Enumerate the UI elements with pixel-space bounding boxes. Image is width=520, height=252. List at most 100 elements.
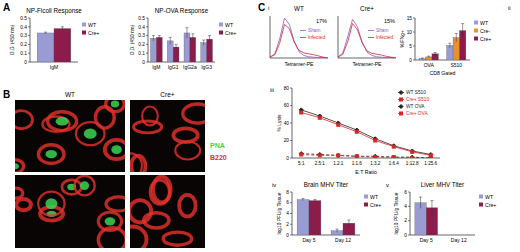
germinal-center (105, 217, 116, 225)
line-chart: WTTetramer-PE17%ShamInfected (270, 5, 328, 67)
y-tick-label: 5 (409, 44, 412, 49)
micrograph-bg (15, 175, 125, 248)
chart-title: Brain MHV Titer (304, 181, 348, 188)
error-bar (336, 229, 339, 232)
marker (392, 155, 396, 158)
germinal-center (80, 181, 89, 190)
follicle (74, 176, 94, 195)
follicle (15, 188, 23, 198)
x-tick-label: 2.5:1 (315, 161, 326, 166)
legend-label: WT (485, 194, 494, 200)
error-bar (169, 37, 172, 44)
y-tick-label: 4 (404, 204, 407, 209)
x-tick-label: 1:25.6 (424, 161, 437, 166)
follicle (175, 141, 200, 159)
micrograph (130, 175, 205, 248)
germinal-center (45, 150, 57, 158)
y-axis-label: % Lysis (276, 114, 282, 132)
y-axis-label: O.D. (450 nm) (130, 24, 135, 55)
bar (54, 29, 71, 62)
y-tick-label: 0.1 (138, 51, 145, 56)
x-tick-label: 1.2:1 (333, 161, 344, 166)
micrograph (15, 100, 125, 172)
subpanel-label: iii (270, 87, 274, 93)
marks (270, 18, 328, 58)
error-bar (302, 198, 305, 200)
follicle (106, 100, 125, 112)
legend-label: WT (370, 194, 379, 200)
marks (299, 108, 433, 158)
marker (399, 91, 403, 95)
y-tick-label: 0 (286, 156, 289, 161)
error-bar (419, 197, 422, 208)
y-axis-label: O.D. (450 nm) (10, 24, 15, 55)
y-tick-label: 20 (284, 138, 290, 143)
marker (355, 155, 358, 158)
y-tick-label: 0 (286, 233, 289, 238)
y-tick-label: 2 (404, 218, 407, 223)
legend-label: Infected (308, 35, 325, 40)
follicle (105, 140, 125, 159)
germinal-center (111, 145, 122, 154)
legend-swatch (219, 31, 223, 35)
legend-label: WT (88, 22, 97, 28)
y-tick-label: 0 (142, 60, 145, 65)
marker (355, 130, 358, 133)
bar-chart: NP-Ficoll Response00.10.20.30.40.5O.D. (… (10, 7, 99, 70)
bar (151, 38, 157, 62)
annotation: 17% (316, 18, 327, 24)
legend-swatch (474, 37, 478, 41)
y-tick-label: 0.1 (20, 51, 27, 56)
y-tick-label: 0.4 (138, 25, 145, 30)
y-axis (292, 192, 293, 235)
marker (429, 157, 432, 159)
legend-swatch (82, 23, 86, 27)
bar (37, 33, 54, 62)
marker (400, 98, 403, 101)
marker (373, 154, 377, 158)
panel-letter: B (3, 89, 10, 100)
error-bar (461, 24, 464, 38)
y-tick-label: 0 (404, 233, 407, 238)
marker (392, 144, 396, 148)
y-axis-label: %IFNg+ (400, 30, 405, 48)
bar (190, 37, 196, 62)
y-axis (410, 192, 411, 235)
legend-line (398, 99, 404, 100)
y-tick-label: 0 (409, 58, 412, 63)
legend-line (398, 113, 404, 114)
follicle (48, 112, 77, 131)
marker (410, 149, 414, 153)
error-bar (191, 34, 194, 41)
series-line (338, 24, 396, 58)
y-axis-label: log10 PFU/g Tissue (277, 192, 282, 234)
bar-chart: Liver MHV Titer0246log10 PFU/g TissueDay… (394, 181, 496, 243)
error-bar (158, 36, 161, 40)
chart-title: NP-OVA Response (155, 7, 209, 15)
figure: ABCiiiiiiivvWTCre+PNAB220NP-Ficoll Respo… (0, 0, 520, 252)
x-tick-label: Day 5 (302, 237, 315, 243)
x-tick-label: Day 12 (335, 237, 351, 243)
x-axis-label: Tetramer-PE (352, 61, 382, 67)
series-line (301, 113, 431, 156)
x-tick-label: S510 (450, 62, 462, 68)
bar (419, 59, 425, 60)
follicle (179, 195, 195, 217)
legend-line (300, 30, 306, 31)
germinal-center (56, 117, 69, 126)
follicle (153, 177, 171, 203)
x-tick-label: OVA (424, 62, 435, 68)
marker (374, 156, 377, 158)
y-tick-label: 2 (286, 222, 289, 227)
follicle (38, 145, 64, 164)
x-tick-label: IgM (50, 64, 58, 70)
y-tick-label: 0.2 (138, 42, 145, 47)
follicle (16, 199, 31, 210)
marker (336, 153, 340, 157)
marker (411, 150, 414, 153)
y-axis (338, 16, 339, 58)
marker (429, 156, 433, 158)
legend-label: WT (480, 20, 489, 26)
panel-letter: A (3, 2, 10, 13)
x-axis-label: Tetramer-PE (284, 61, 314, 67)
